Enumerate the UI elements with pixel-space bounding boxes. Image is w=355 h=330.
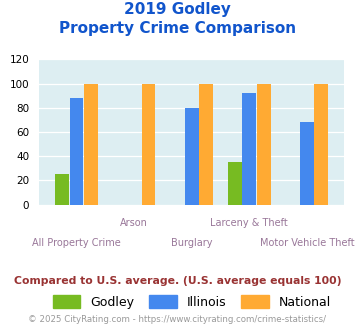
Bar — [70, 98, 83, 205]
Bar — [199, 83, 213, 205]
Text: 2019 Godley: 2019 Godley — [124, 2, 231, 16]
Bar — [242, 93, 256, 205]
Bar — [228, 162, 242, 205]
Text: © 2025 CityRating.com - https://www.cityrating.com/crime-statistics/: © 2025 CityRating.com - https://www.city… — [28, 315, 327, 324]
Text: All Property Crime: All Property Crime — [32, 238, 121, 248]
Bar — [315, 83, 328, 205]
Text: Burglary: Burglary — [171, 238, 212, 248]
Bar — [55, 174, 69, 205]
Text: Motor Vehicle Theft: Motor Vehicle Theft — [260, 238, 354, 248]
Text: Larceny & Theft: Larceny & Theft — [211, 218, 288, 228]
Text: Compared to U.S. average. (U.S. average equals 100): Compared to U.S. average. (U.S. average … — [14, 276, 341, 285]
Text: Arson: Arson — [120, 218, 148, 228]
Bar — [84, 83, 98, 205]
Bar — [257, 83, 271, 205]
Legend: Godley, Illinois, National: Godley, Illinois, National — [53, 295, 331, 309]
Bar — [185, 108, 198, 205]
Bar — [142, 83, 155, 205]
Bar — [300, 122, 314, 205]
Text: Property Crime Comparison: Property Crime Comparison — [59, 21, 296, 36]
